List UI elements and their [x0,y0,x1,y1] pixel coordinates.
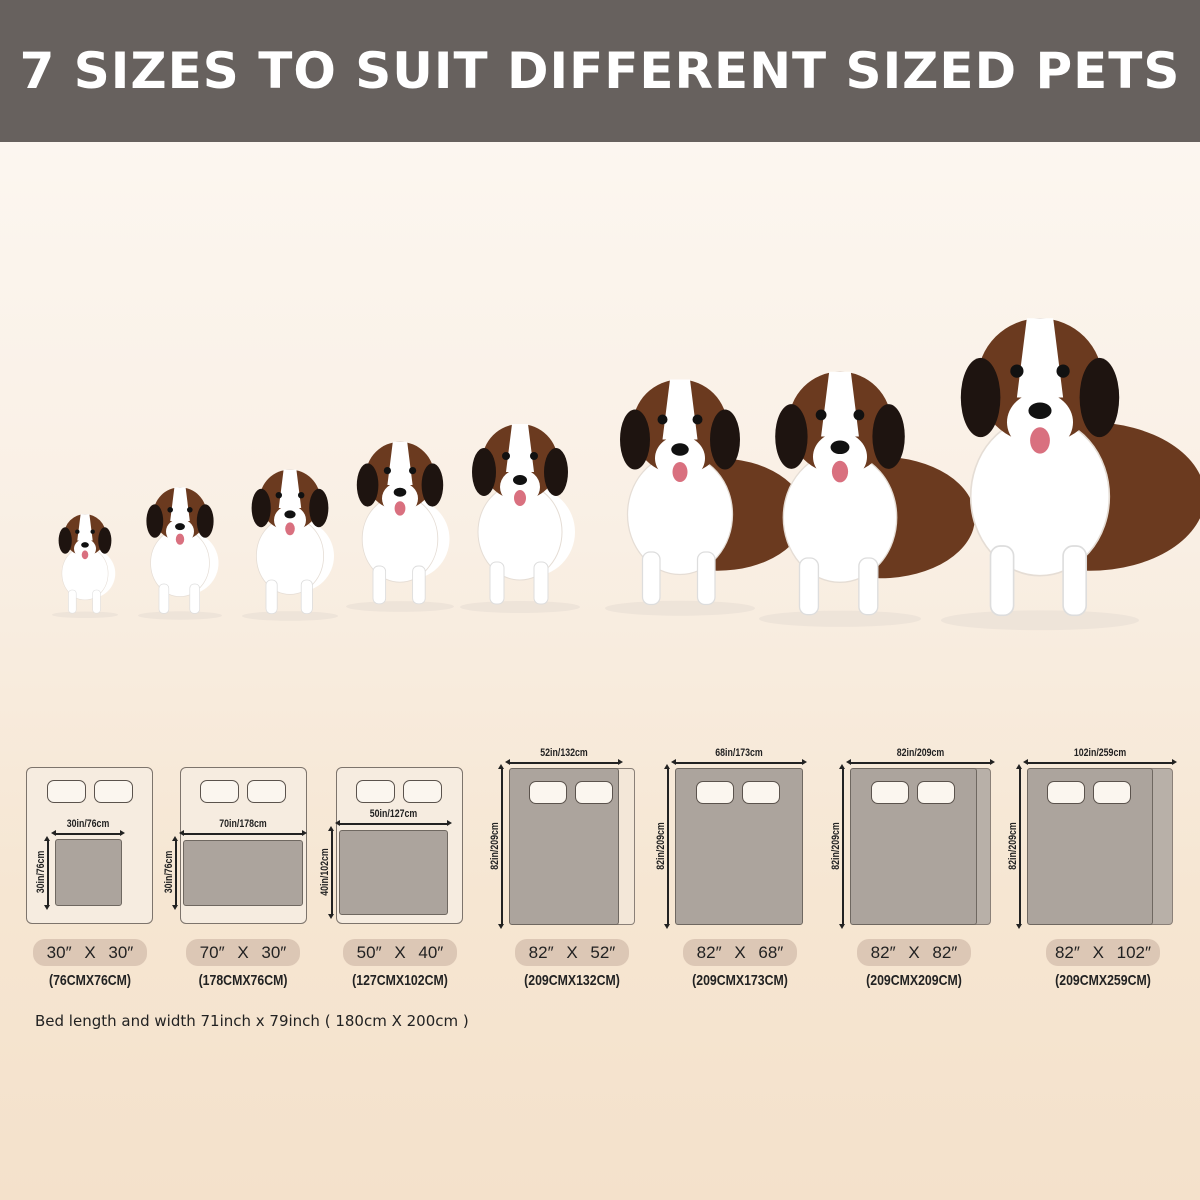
pillow-icon [94,780,133,803]
pillow-icon [200,780,239,803]
header-banner: 7 SIZES TO SUIT DIFFERENT SIZED PETS [0,0,1200,142]
height-arrow [839,764,845,929]
width-label: 52in/132cm [540,747,588,759]
pillow-icon [696,781,734,804]
height-label: 82in/209cm [1007,821,1019,870]
height-arrow [1016,764,1022,929]
dog-2 [138,487,222,620]
size-cm-label: (178CMX76CM) [198,972,288,989]
pillow-icon [529,781,567,804]
pillow-icon [1047,781,1085,804]
height-arrow [172,836,178,910]
dog-8 [941,318,1200,631]
size-cm-label: (76CMX76CM) [48,972,132,989]
size-cm-label: (127CMX102CM) [352,972,448,989]
pillow-icon [575,781,613,804]
width-arrow [846,759,995,765]
height-arrow [664,764,670,929]
size-cm-label: (209CMX173CM) [692,972,788,989]
size-inches-badge: 82″ X 52″ [515,939,629,966]
width-arrow [671,759,807,765]
dog-3 [242,469,338,621]
height-label: 40in/102cm [319,847,331,896]
pillow-icon [742,781,780,804]
height-arrow [498,764,504,929]
height-label: 82in/209cm [655,821,667,870]
height-label: 82in/209cm [830,821,842,870]
page-title: 7 SIZES TO SUIT DIFFERENT SIZED PETS [19,42,1181,100]
size-inches-badge: 82″ X 102″ [1046,939,1160,966]
width-label: 70in/178cm [219,818,267,830]
size-cm-label: (209CMX209CM) [866,972,962,989]
pet-mat-6 [850,768,977,925]
pillow-icon [47,780,86,803]
bed-size-note: Bed length and width 71inch x 79inch ( 1… [35,1012,469,1030]
dog-1 [52,514,118,619]
pillow-icon [917,781,955,804]
size-inches-badge: 70″ X 30″ [186,939,300,966]
dog-7 [759,371,975,627]
width-label: 68in/173cm [715,747,763,759]
height-label: 30in/76cm [35,850,47,894]
pillow-icon [356,780,395,803]
pillow-icon [247,780,286,803]
pet-mat-5 [675,768,803,925]
width-arrow [51,830,125,836]
size-inches-badge: 50″ X 40″ [343,939,457,966]
width-arrow [335,820,452,826]
dogs-photo [52,318,1200,631]
width-arrow [505,759,623,765]
pillow-icon [1093,781,1131,804]
width-label: 82in/209cm [896,747,945,759]
pet-mat-1 [55,839,122,906]
pillow-icon [871,781,909,804]
pillow-icon [403,780,442,803]
height-label: 30in/76cm [163,850,175,894]
dog-5 [460,424,580,613]
width-label: 30in/76cm [66,818,110,830]
width-label: 50in/127cm [369,808,418,820]
pet-mat-3 [339,830,448,915]
size-inches-badge: 82″ X 82″ [857,939,971,966]
width-arrow [179,830,307,836]
pet-mat-2 [183,840,303,906]
size-inches-badge: 82″ X 68″ [683,939,797,966]
height-label: 82in/209cm [489,821,501,870]
pet-mat-7 [1027,768,1153,925]
width-label: 102in/259cm [1073,747,1127,759]
dog-6 [605,379,805,616]
height-arrow [44,836,50,910]
width-arrow [1023,759,1177,765]
size-cm-label: (209CMX132CM) [524,972,620,989]
size-inches-badge: 30″ X 30″ [33,939,147,966]
height-arrow [328,826,334,919]
size-cm-label: (209CMX259CM) [1055,972,1151,989]
dog-4 [346,441,454,612]
